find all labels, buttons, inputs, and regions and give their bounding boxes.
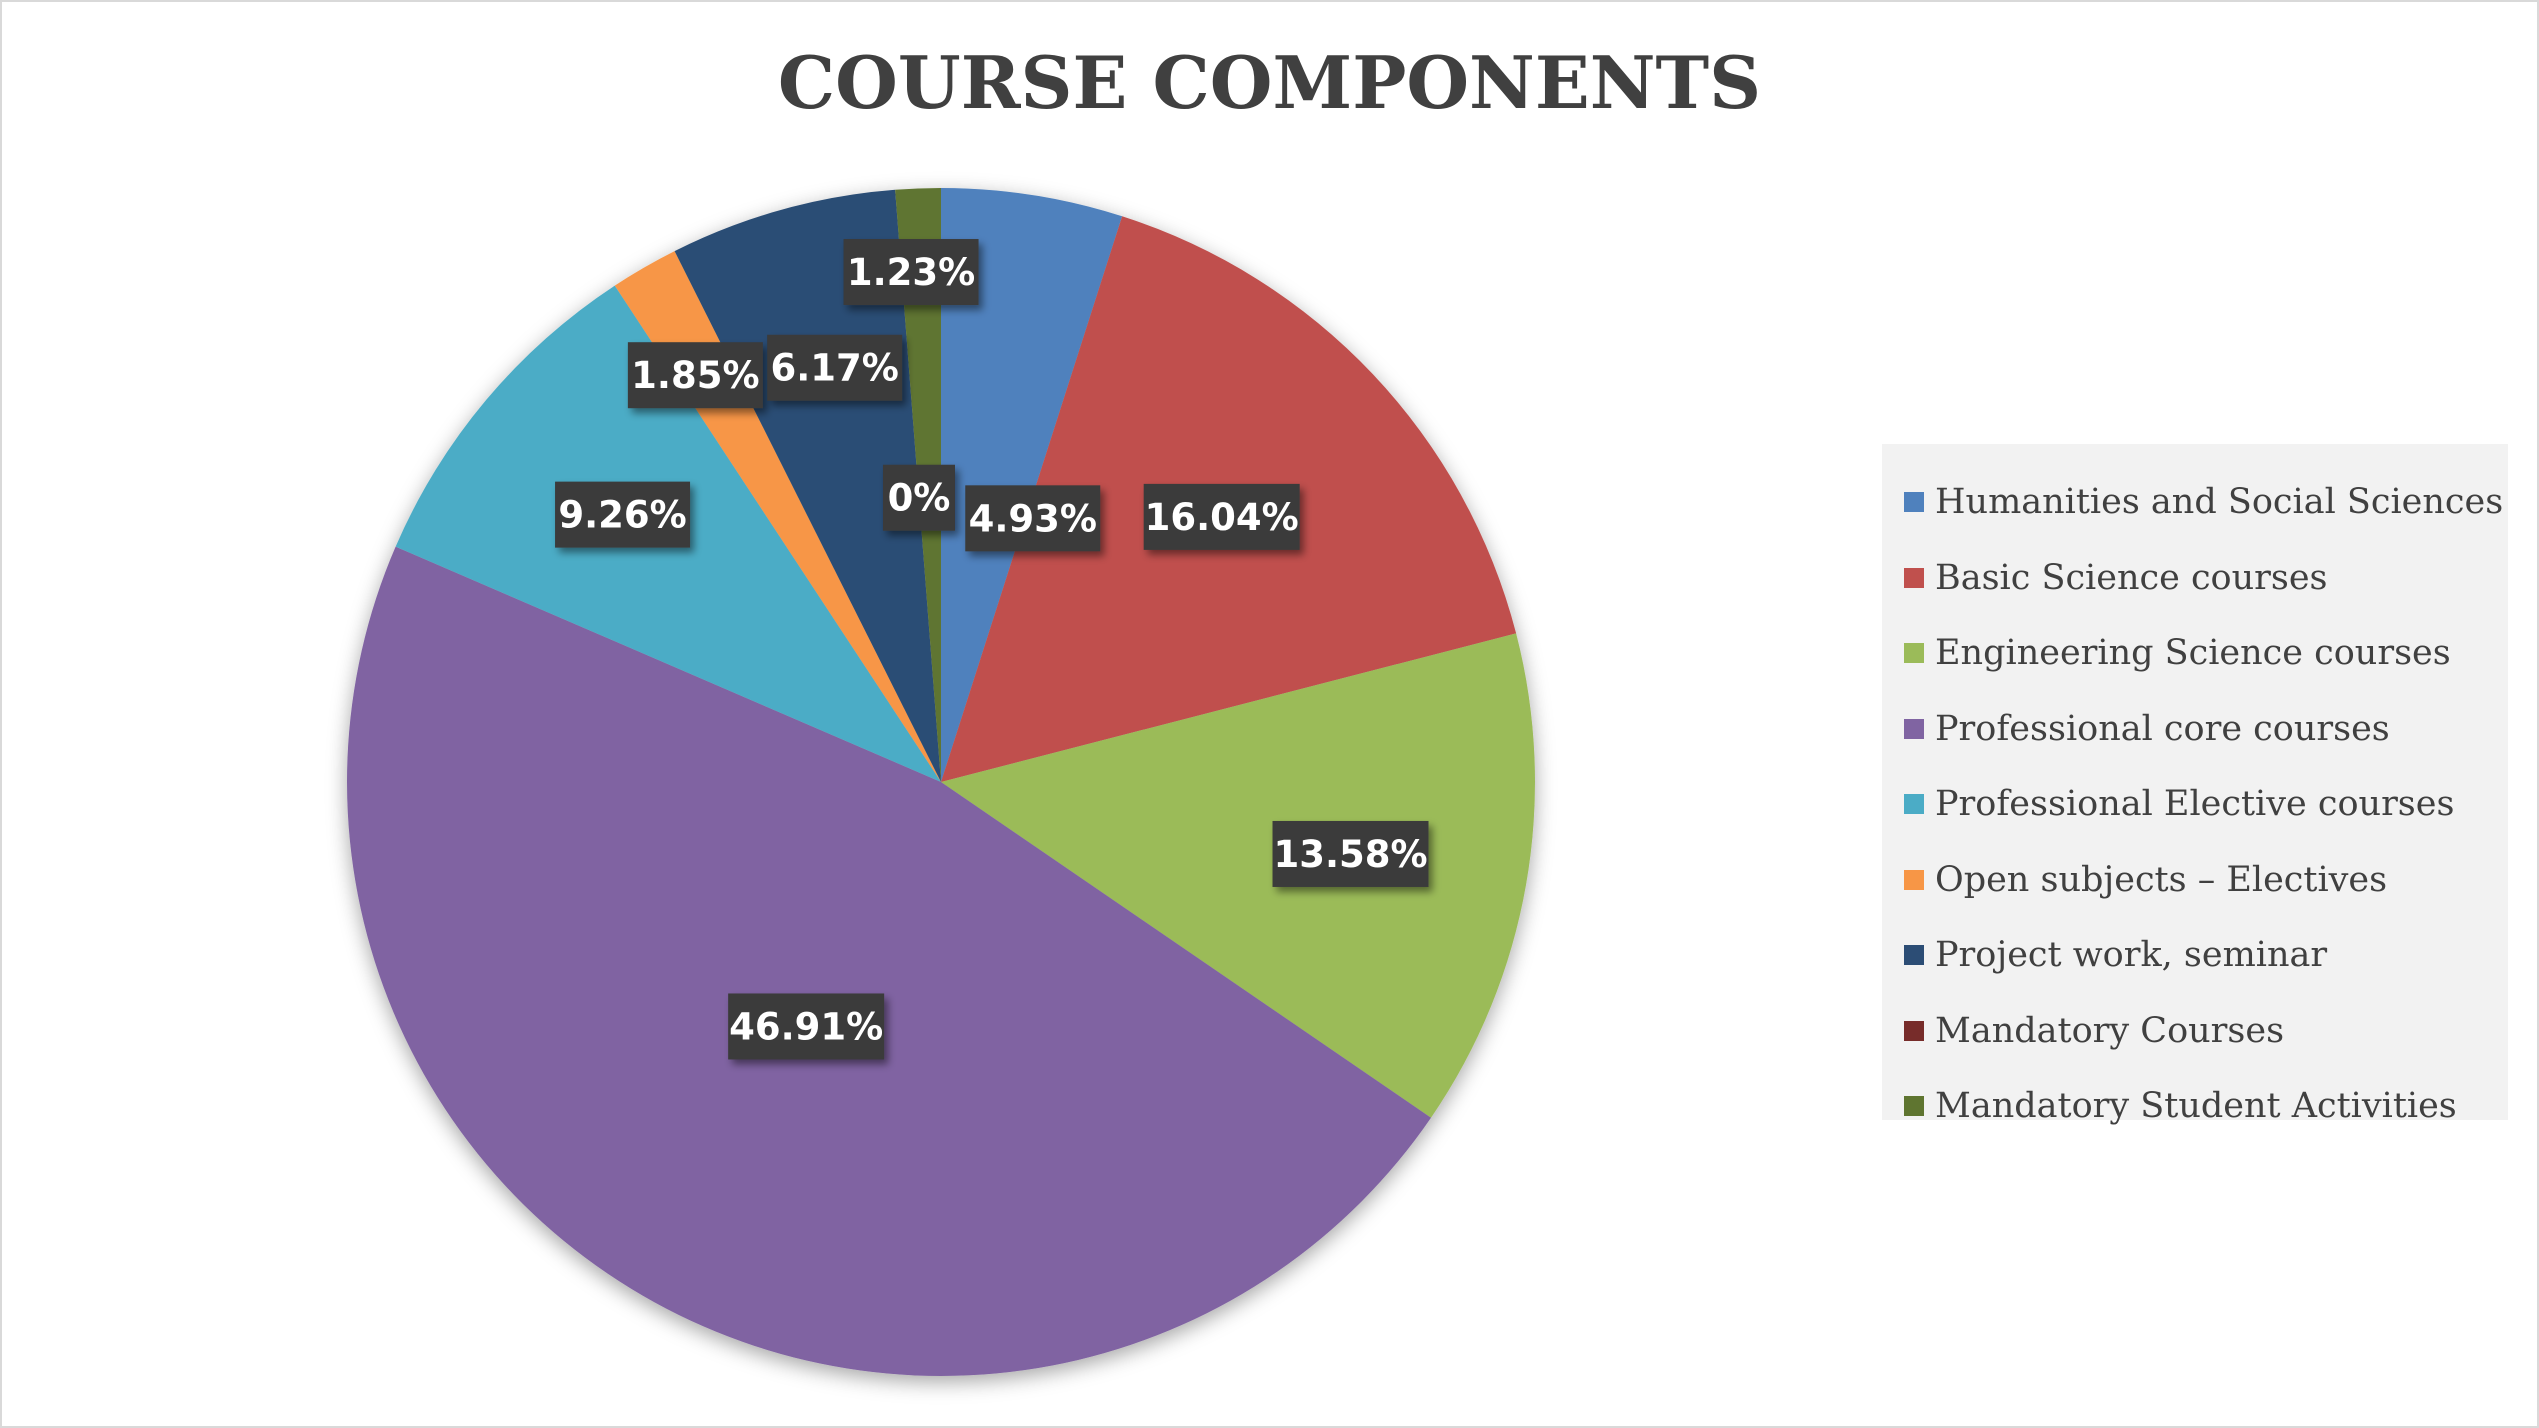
legend-swatch (1904, 794, 1924, 814)
data-label-background (767, 334, 903, 401)
legend-swatch (1904, 869, 1924, 890)
legend-swatch (1904, 567, 1924, 588)
pie-slice (347, 546, 1432, 1376)
legend-item: Mandatory Student Activities (1904, 1068, 2457, 1144)
data-label-background (627, 342, 763, 409)
legend-swatch (1904, 643, 1924, 663)
data-label-text: 46.91% (729, 1005, 883, 1048)
legend-swatch (1904, 945, 1924, 965)
data-label-text: 6.17% (771, 347, 899, 390)
data-label: 1.85% (627, 342, 763, 409)
legend-label: Humanities and Social Sciences (1935, 482, 2504, 522)
legend-label: Professional core courses (1935, 708, 2390, 749)
legend-label: Mandatory Courses (1935, 1010, 2285, 1051)
legend-swatch (1904, 1096, 1924, 1116)
legend-swatch (1904, 718, 1924, 739)
legend-label: Professional Elective courses (1935, 784, 2455, 824)
legend-item: Professional Elective courses (1904, 766, 2454, 842)
data-label: 4.93% (965, 485, 1101, 552)
data-label-background (882, 464, 955, 531)
data-label-background (1272, 820, 1429, 887)
legend: Humanities and Social Sciences Basic Scie… (1882, 444, 2508, 1126)
legend-item: Mandatory Courses (1904, 993, 2284, 1069)
data-label-text: 0% (888, 477, 951, 520)
data-label: 13.58% (1272, 820, 1429, 887)
legend-item: Professional core courses (1904, 691, 2390, 767)
legend-swatch (1904, 1020, 1924, 1041)
data-label: 16.04% (1143, 483, 1300, 550)
data-label-text: 1.85% (631, 354, 759, 397)
legend-label: Open subjects – Electives (1935, 859, 2388, 900)
data-label: 1.23% (843, 239, 979, 306)
pie-slice (941, 633, 1535, 1118)
data-label-background (555, 481, 691, 548)
legend-item: Basic Science courses (1904, 540, 2328, 616)
data-label: 0% (882, 464, 955, 531)
legend-label: Engineering Science courses (1935, 633, 2451, 673)
data-label-background (728, 993, 885, 1060)
data-label: 46.91% (728, 993, 885, 1060)
data-label: 9.26% (555, 481, 691, 548)
data-label-text: 9.26% (558, 494, 686, 537)
legend-item: Open subjects – Electives (1904, 842, 2387, 918)
data-label: 6.17% (767, 334, 903, 401)
legend-label: Mandatory Student Activities (1935, 1086, 2457, 1126)
chart-title: COURSE COMPONENTS (777, 40, 1762, 125)
pie-slice (941, 188, 1123, 782)
legend-swatch (1904, 492, 1924, 512)
legend-item: Engineering Science courses (1904, 615, 2451, 691)
data-label-text: 4.93% (969, 497, 1097, 540)
data-label-text: 1.23% (847, 251, 975, 294)
data-label-background (1143, 483, 1300, 550)
legend-label: Basic Science courses (1935, 557, 2328, 598)
data-label-text: 13.58% (1273, 833, 1427, 876)
legend-label: Project work, seminar (1935, 935, 2328, 975)
data-label-background (965, 485, 1101, 552)
legend-item: Humanities and Social Sciences (1904, 464, 2503, 540)
data-label-background (843, 239, 979, 306)
legend-item: Project work, seminar (1904, 917, 2327, 993)
data-label-text: 16.04% (1145, 496, 1299, 539)
